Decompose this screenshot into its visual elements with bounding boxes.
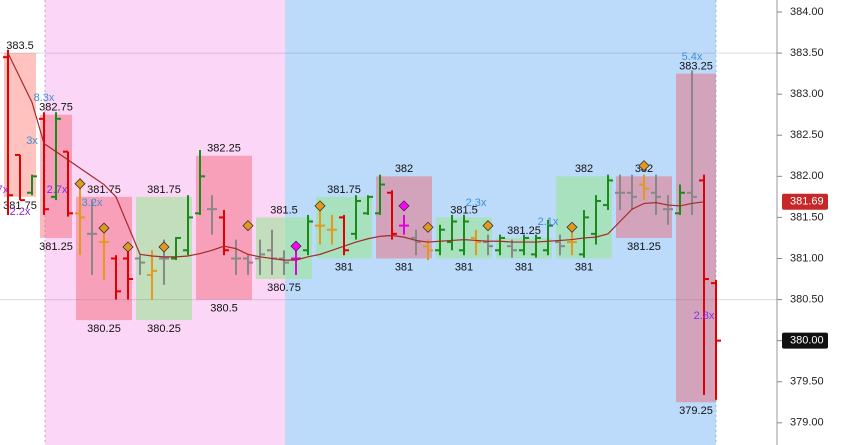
diamond-marker	[566, 221, 578, 233]
multiplier-label: 3.2x	[82, 197, 103, 209]
box-high-label: 381.75	[327, 184, 361, 196]
y-tick-label: 383.00	[790, 88, 824, 100]
box-low-label: 380.5	[210, 302, 238, 314]
box-low-label: 381	[335, 261, 353, 273]
diamond-marker	[74, 178, 86, 190]
box-low-label: 379.25	[679, 405, 713, 417]
box-high-label: 382	[575, 163, 593, 175]
box-high-label: 381.5	[270, 204, 298, 216]
box-low-label: 380.25	[87, 323, 121, 335]
box-low-label: 380.75	[267, 282, 301, 294]
multiplier-label: 5.7x	[0, 184, 9, 196]
bars	[3, 49, 721, 400]
ma-price-tag-bg	[782, 193, 828, 210]
y-tick-label: 384.00	[790, 6, 824, 18]
y-tick-label: 382.00	[790, 170, 824, 182]
y-tick-label: 382.50	[790, 129, 824, 141]
diamond-marker	[158, 241, 170, 253]
box-high-label: 382.75	[39, 102, 73, 114]
box-low-label: 381	[455, 261, 473, 273]
y-tick-label: 379.50	[790, 376, 824, 388]
multiplier-label: 2.8x	[694, 310, 715, 322]
y-tick-label: 379.00	[790, 417, 824, 429]
multiplier-label: 2.2x	[10, 206, 31, 218]
diamond-marker	[242, 220, 254, 232]
multiplier-label: 5.4x	[682, 51, 703, 63]
y-tick-label: 381.00	[790, 252, 824, 264]
y-tick-label: 381.50	[790, 211, 824, 223]
overlay: 8.3x 3x 5.7x 2.2x 2.7x 3.2x 2.3x 2.1x 5.4x 2.8x	[0, 51, 715, 322]
multiplier-label: 2.1x	[538, 216, 559, 228]
box-high-label: 381.25	[507, 225, 541, 237]
diamond-marker	[638, 160, 650, 172]
diamond-marker	[482, 220, 494, 232]
box-high-label: 382	[395, 163, 413, 175]
box-low-label: 381.75	[3, 200, 37, 212]
diamond-marker	[290, 240, 302, 252]
box-high-label: 382.25	[207, 143, 241, 155]
diamond-marker	[314, 200, 326, 212]
diamond-marker	[98, 222, 110, 234]
multiplier-label: 2.3x	[466, 197, 487, 209]
box-low-label: 381	[515, 261, 533, 273]
box-low-label: 381	[575, 261, 593, 273]
ma-price-tag: 381.69	[790, 196, 824, 208]
multiplier-label: 3x	[26, 135, 38, 147]
last-price-tag: 380.00	[790, 335, 824, 347]
diamond-marker	[122, 241, 134, 253]
grid	[0, 52, 777, 301]
box-high-label: 383.5	[6, 40, 34, 52]
y-tick-label: 383.50	[790, 47, 824, 59]
box-low-label: 381	[395, 261, 413, 273]
box-high-label: 381.75	[87, 184, 121, 196]
range-box	[676, 73, 716, 403]
moving-average	[7, 52, 705, 261]
y-axis: 384.00 383.50 383.00 382.50 382.00 381.50 381.…	[777, 6, 828, 429]
box-high-label: 383.25	[679, 61, 713, 73]
box-low-label: 381.25	[627, 241, 661, 253]
multiplier-label: 2.7x	[47, 184, 68, 196]
multiplier-label: 8.3x	[34, 92, 55, 104]
box-low-label: 380.25	[147, 323, 181, 335]
box-high-label: 381.5	[450, 204, 478, 216]
diamond-marker	[398, 200, 410, 212]
box-high-label: 381.75	[147, 184, 181, 196]
y-tick-label: 380.50	[790, 293, 824, 305]
box-low-label: 381.25	[39, 241, 73, 253]
last-price-tag-bg	[782, 332, 828, 349]
diamond-marker	[422, 221, 434, 233]
